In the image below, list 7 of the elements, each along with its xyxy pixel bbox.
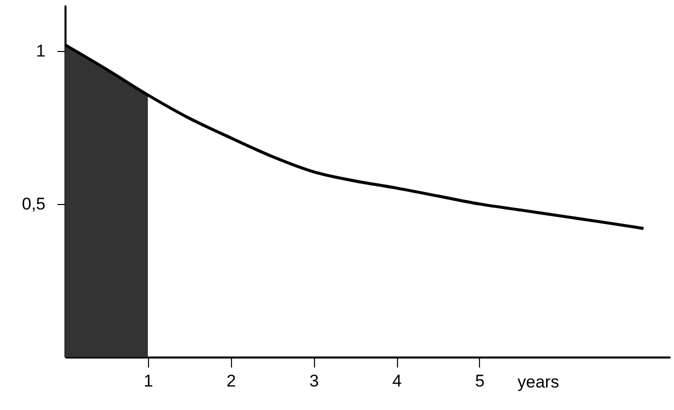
- x-tick-label: 2: [226, 372, 236, 390]
- x-tick-label: 4: [392, 372, 402, 390]
- x-tick-label: 3: [309, 372, 319, 390]
- x-tick-label: 5: [475, 372, 485, 390]
- x-axis-title: years: [518, 372, 560, 392]
- x-tick-label: 1: [144, 372, 154, 390]
- y-tick-label: 0,5: [22, 194, 46, 214]
